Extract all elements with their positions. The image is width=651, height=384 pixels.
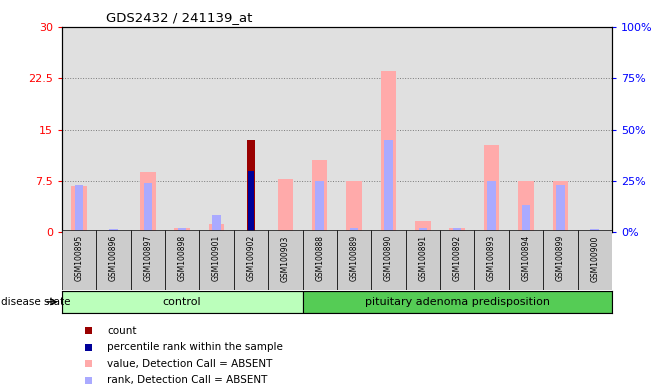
Text: GSM100896: GSM100896 [109,235,118,281]
Bar [371,27,406,232]
Bar [590,229,599,232]
Bar [303,291,612,313]
Text: GSM100895: GSM100895 [74,235,83,281]
Text: GSM100899: GSM100899 [556,235,565,281]
Text: GSM100890: GSM100890 [384,235,393,281]
Bar [75,185,83,232]
Bar [419,228,427,232]
Text: GSM100897: GSM100897 [143,235,152,281]
Text: percentile rank within the sample: percentile rank within the sample [107,342,283,352]
Bar [543,27,577,232]
Text: GSM100893: GSM100893 [487,235,496,281]
FancyBboxPatch shape [62,230,96,290]
Bar [303,27,337,232]
Bar [475,27,509,232]
FancyBboxPatch shape [371,230,406,290]
Text: control: control [163,297,202,307]
Bar [209,224,225,232]
Bar [406,27,440,232]
Bar [165,27,199,232]
FancyBboxPatch shape [165,230,199,290]
Text: GSM100894: GSM100894 [521,235,531,281]
Text: GSM100888: GSM100888 [315,235,324,281]
Bar [346,181,362,232]
Bar [174,228,190,232]
Bar [62,27,96,232]
Bar [143,183,152,232]
FancyBboxPatch shape [475,230,509,290]
FancyBboxPatch shape [303,230,337,290]
Bar [96,27,131,232]
FancyBboxPatch shape [440,230,475,290]
Text: GSM100891: GSM100891 [419,235,427,281]
Text: GSM100892: GSM100892 [452,235,462,281]
Bar [247,170,255,232]
Bar [199,27,234,232]
Text: disease state: disease state [1,297,71,307]
Text: GSM100898: GSM100898 [178,235,187,281]
FancyBboxPatch shape [199,230,234,290]
Bar [350,228,358,232]
Bar [178,228,186,232]
Bar [384,140,393,232]
Bar [415,221,430,232]
FancyBboxPatch shape [543,230,577,290]
Bar [484,145,499,232]
FancyBboxPatch shape [96,230,131,290]
Bar [140,172,156,232]
Bar [521,205,531,232]
Bar [62,291,303,313]
Bar [109,229,118,232]
Text: value, Detection Call = ABSENT: value, Detection Call = ABSENT [107,359,273,369]
Text: GSM100889: GSM100889 [350,235,359,281]
Bar [488,181,496,232]
FancyBboxPatch shape [268,230,303,290]
Text: GSM100902: GSM100902 [247,235,255,281]
Text: count: count [107,326,137,336]
Bar [268,27,303,232]
FancyBboxPatch shape [234,230,268,290]
Bar [577,27,612,232]
FancyBboxPatch shape [131,230,165,290]
Text: GSM100903: GSM100903 [281,235,290,281]
Bar [453,228,462,232]
Text: pituitary adenoma predisposition: pituitary adenoma predisposition [365,297,549,307]
Bar [509,27,543,232]
Text: GDS2432 / 241139_at: GDS2432 / 241139_at [106,11,252,24]
Bar [72,186,87,232]
Bar [337,27,371,232]
FancyBboxPatch shape [509,230,543,290]
Bar [247,140,255,232]
Text: GSM100901: GSM100901 [212,235,221,281]
Bar [553,181,568,232]
Bar [440,27,475,232]
Bar [449,228,465,232]
Text: GSM100900: GSM100900 [590,235,600,281]
Bar [312,161,327,232]
Text: rank, Detection Call = ABSENT: rank, Detection Call = ABSENT [107,375,268,384]
Bar [234,27,268,232]
Bar [556,185,564,232]
Bar [131,27,165,232]
FancyBboxPatch shape [337,230,371,290]
Bar [212,215,221,232]
Bar [381,71,396,232]
FancyBboxPatch shape [577,230,612,290]
Bar [518,181,534,232]
FancyBboxPatch shape [406,230,440,290]
Bar [316,181,324,232]
Bar [277,179,293,232]
